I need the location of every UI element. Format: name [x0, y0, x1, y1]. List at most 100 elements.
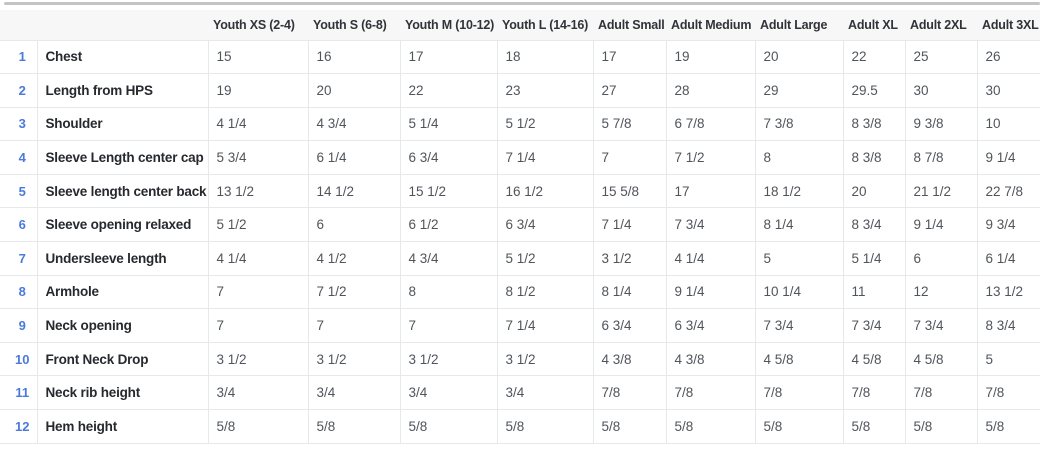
cell-value: 6 3/4: [593, 308, 667, 343]
cell-value: 5 1/4: [400, 107, 498, 142]
horizontal-scrollbar[interactable]: [4, 2, 1040, 6]
cell-value: 8 3/8: [843, 140, 906, 175]
corner-cell-label: [37, 10, 208, 41]
column-header: Adult 3XL: [977, 10, 1040, 41]
cell-value: 8 3/4: [977, 308, 1040, 343]
cell-value: 6 1/4: [977, 241, 1040, 276]
cell-value: 22: [400, 73, 498, 108]
cell-value: 29: [755, 73, 844, 108]
row-label: Chest: [37, 40, 209, 75]
cell-value: 3/4: [308, 375, 401, 411]
cell-value: 5 1/2: [497, 241, 594, 276]
cell-value: 30: [977, 73, 1040, 108]
row-number: 1: [0, 40, 38, 75]
table-row: 4 Sleeve Length center cap 5 3/4 6 1/4 6 3/4…: [0, 140, 1040, 175]
cell-value: 3/4: [400, 375, 498, 411]
table-row: 6 Sleeve opening relaxed 5 1/2 6 6 1/2 6 3/4 7…: [0, 207, 1040, 243]
cell-value: 4 1/4: [208, 107, 309, 142]
cell-value: 5/8: [400, 409, 498, 444]
cell-value: 20: [843, 174, 906, 209]
cell-value: 7 1/4: [497, 308, 594, 343]
cell-value: 20: [308, 73, 401, 108]
cell-value: 7: [208, 308, 309, 343]
cell-value: 11: [843, 275, 906, 310]
cell-value: 7/8: [755, 375, 844, 411]
cell-value: 13 1/2: [977, 275, 1040, 310]
cell-value: 3 1/2: [400, 342, 498, 377]
cell-value: 4 1/4: [208, 241, 309, 276]
cell-value: 7/8: [843, 375, 906, 411]
cell-value: 7: [400, 308, 498, 343]
cell-value: 5 1/2: [208, 207, 309, 243]
cell-value: 10 1/4: [755, 275, 844, 310]
cell-value: 5 3/4: [208, 140, 309, 175]
row-number: 3: [0, 107, 38, 142]
cell-value: 13 1/2: [208, 174, 309, 209]
cell-value: 4 5/8: [905, 342, 978, 377]
row-number: 12: [0, 409, 38, 444]
cell-value: 30: [905, 73, 978, 108]
cell-value: 25: [905, 40, 978, 75]
table-row: 1 Chest 15 16 17 18 17 19 20 22 25 26: [0, 40, 1040, 75]
row-label: Length from HPS: [37, 73, 209, 108]
cell-value: 15: [208, 40, 309, 75]
cell-value: 7 1/2: [308, 275, 401, 310]
table-row: 11 Neck rib height 3/4 3/4 3/4 3/4 7/8 7/8 7/8 7/…: [0, 375, 1040, 411]
cell-value: 7: [593, 140, 667, 175]
cell-value: 7 1/2: [666, 140, 756, 175]
cell-value: 9 1/4: [666, 275, 756, 310]
column-header: Adult Large: [755, 10, 843, 41]
cell-value: 5/8: [666, 409, 756, 444]
column-header: Youth XS (2-4): [208, 10, 308, 41]
cell-value: 5 1/2: [497, 107, 594, 142]
column-header: Adult 2XL: [905, 10, 977, 41]
cell-value: 3 1/2: [308, 342, 401, 377]
cell-value: 21 1/2: [905, 174, 978, 209]
cell-value: 5/8: [593, 409, 667, 444]
cell-value: 5 7/8: [593, 107, 667, 142]
cell-value: 5/8: [497, 409, 594, 444]
cell-value: 5: [977, 342, 1040, 377]
row-number: 11: [0, 375, 38, 411]
cell-value: 6 7/8: [666, 107, 756, 142]
row-label: Front Neck Drop: [37, 342, 209, 377]
cell-value: 4 3/8: [666, 342, 756, 377]
cell-value: 7 1/4: [593, 207, 667, 243]
column-header: Youth L (14-16): [497, 10, 593, 41]
cell-value: 5/8: [905, 409, 978, 444]
row-number: 10: [0, 342, 38, 377]
row-label: Sleeve opening relaxed: [37, 207, 209, 243]
row-number: 5: [0, 174, 38, 209]
cell-value: 6: [905, 241, 978, 276]
cell-value: 4 1/2: [308, 241, 401, 276]
table-row: 10 Front Neck Drop 3 1/2 3 1/2 3 1/2 3 1/2 4 3…: [0, 342, 1040, 377]
header-row: Youth XS (2-4) Youth S (6-8) Youth M (10-1…: [0, 10, 1040, 41]
cell-value: 4 3/4: [308, 107, 401, 142]
cell-value: 29.5: [843, 73, 906, 108]
cell-value: 3 1/2: [208, 342, 309, 377]
cell-value: 6: [308, 207, 401, 243]
cell-value: 7/8: [593, 375, 667, 411]
cell-value: 15 1/2: [400, 174, 498, 209]
cell-value: 5/8: [755, 409, 844, 444]
cell-value: 7 3/4: [905, 308, 978, 343]
column-header: Youth S (6-8): [308, 10, 400, 41]
column-header: Adult XL: [843, 10, 905, 41]
cell-value: 7/8: [905, 375, 978, 411]
cell-value: 8: [755, 140, 844, 175]
table-header: Youth XS (2-4) Youth S (6-8) Youth M (10-1…: [0, 10, 1040, 41]
row-number: 9: [0, 308, 38, 343]
cell-value: 19: [208, 73, 309, 108]
cell-value: 4 3/8: [593, 342, 667, 377]
cell-value: 17: [666, 174, 756, 209]
horizontal-scrollbar-thumb[interactable]: [4, 2, 1040, 5]
cell-value: 22 7/8: [977, 174, 1040, 209]
cell-value: 5/8: [308, 409, 401, 444]
table-row: 9 Neck opening 7 7 7 7 1/4 6 3/4 6 3/4 7 3/4 7 3/…: [0, 308, 1040, 343]
row-number: 4: [0, 140, 38, 175]
cell-value: 4 5/8: [755, 342, 844, 377]
cell-value: 16: [308, 40, 401, 75]
cell-value: 4 1/4: [666, 241, 756, 276]
cell-value: 16 1/2: [497, 174, 594, 209]
